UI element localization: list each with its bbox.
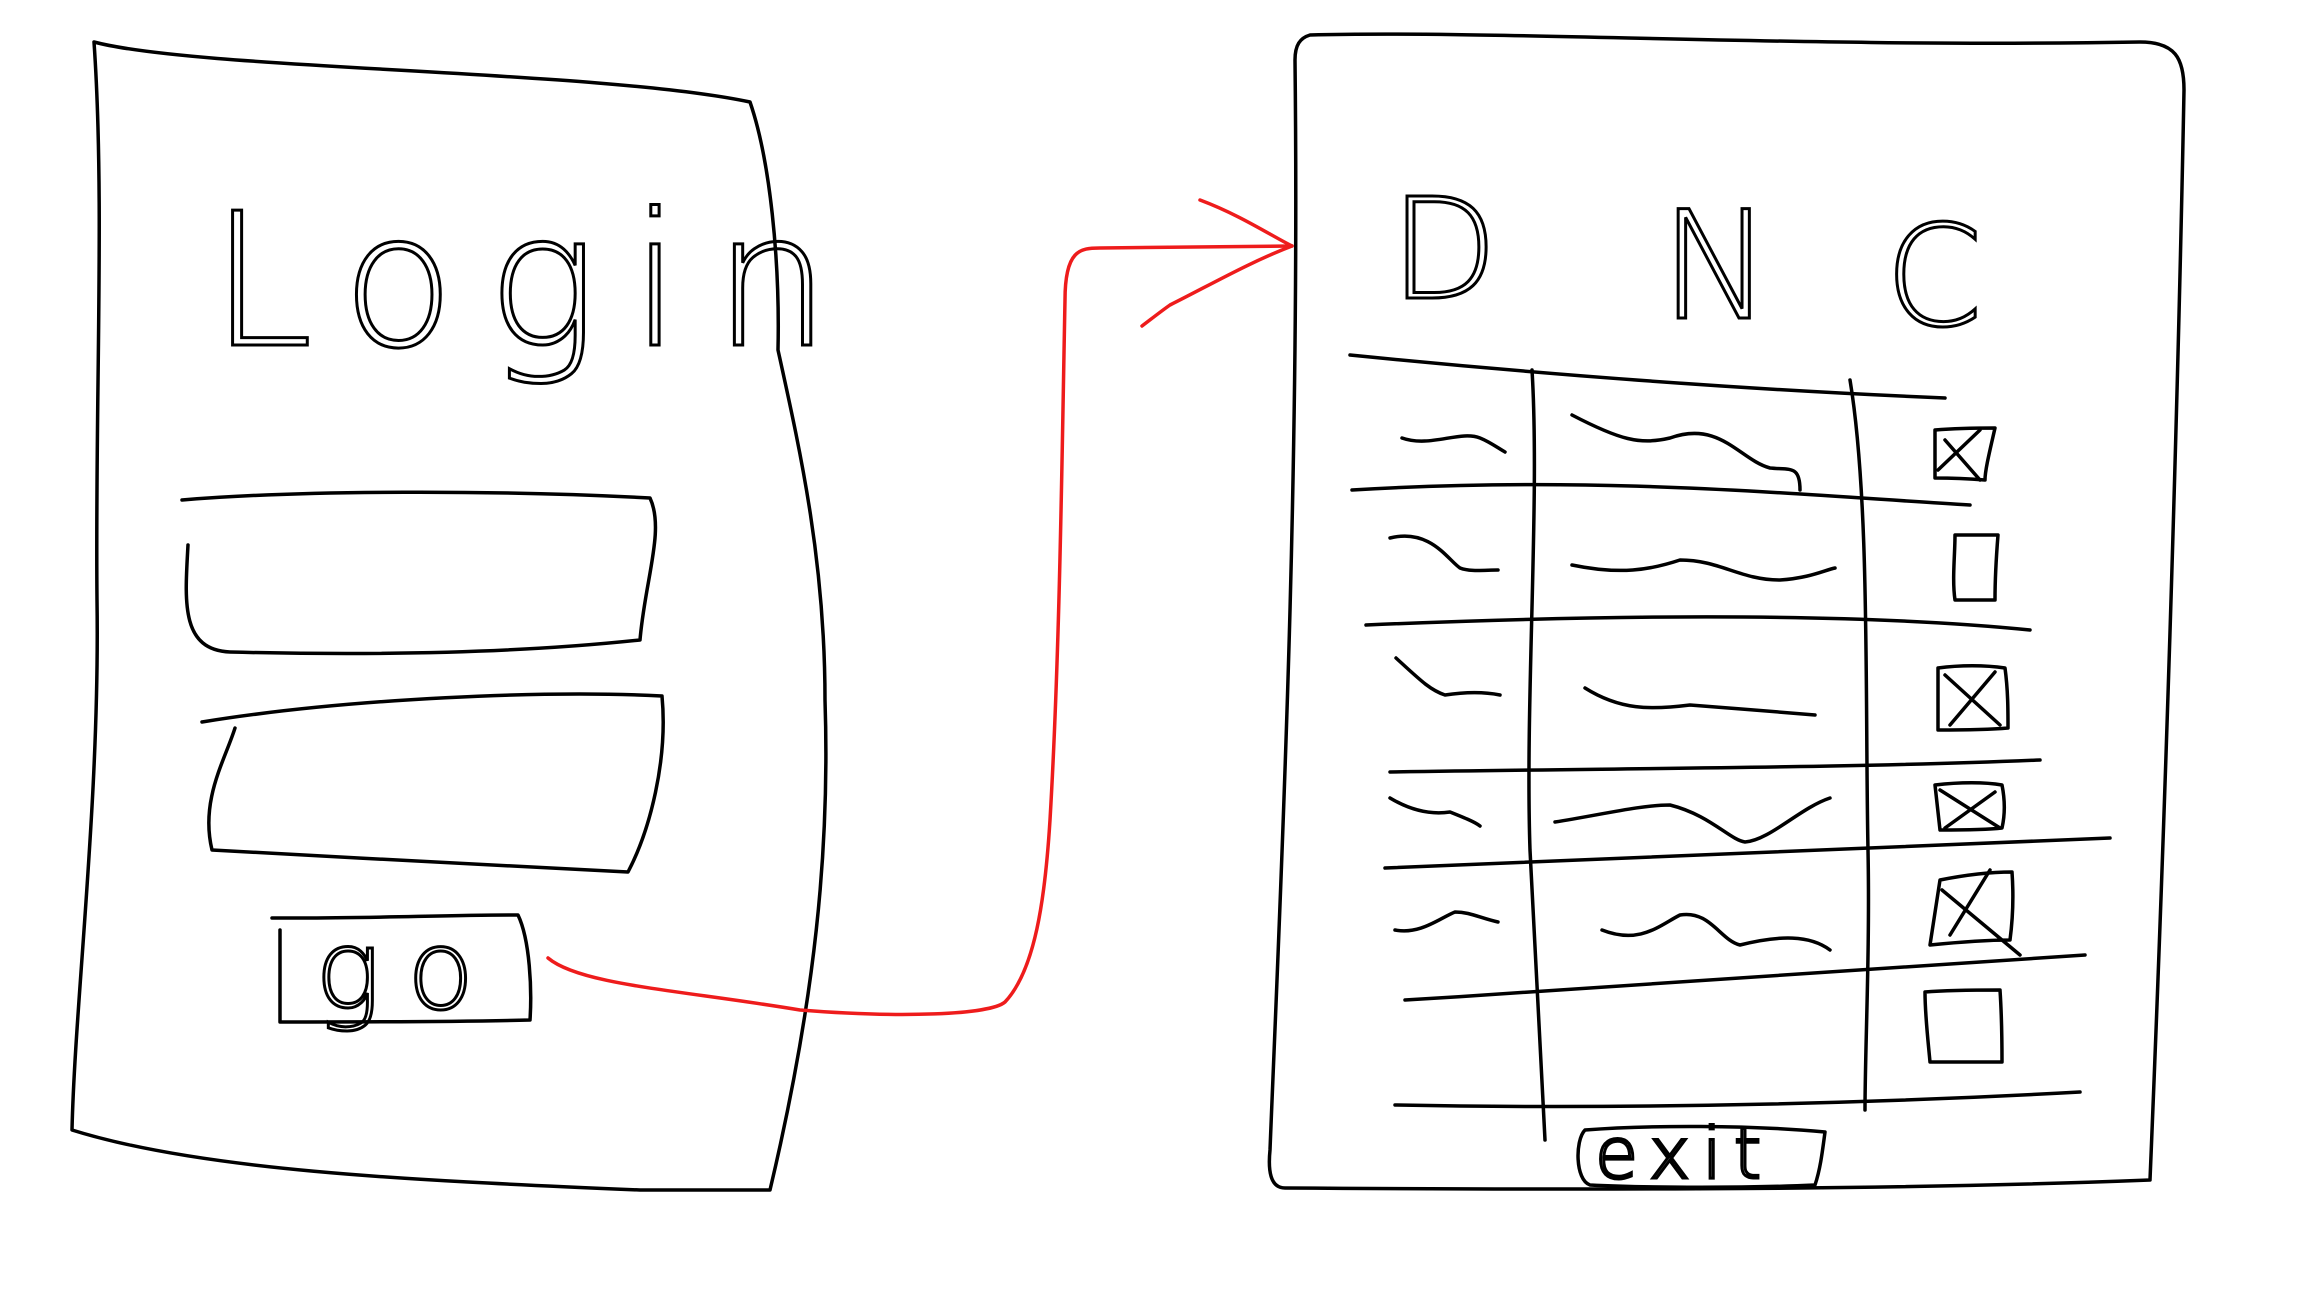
- go-button[interactable]: go: [272, 906, 531, 1034]
- row-checkbox-checked[interactable]: [1935, 783, 2004, 830]
- checkbox-check-mark: [1945, 672, 2000, 725]
- row-d-cell-scribble: [1395, 912, 1498, 931]
- column-headers: D N C: [1390, 169, 1983, 359]
- table-rows: [1390, 415, 1835, 950]
- table-row: [1402, 415, 1800, 490]
- row-checkbox-checked[interactable]: [1935, 428, 1995, 480]
- go-button-label: go: [315, 906, 500, 1034]
- checkbox-box[interactable]: [1930, 872, 2013, 945]
- list-screen: D N C: [1269, 34, 2184, 1195]
- username-input[interactable]: [182, 492, 655, 653]
- row-checkbox-unchecked[interactable]: [1925, 990, 2002, 1062]
- exit-button-label: exit: [1595, 1113, 1773, 1195]
- row-checkbox-checked[interactable]: [1930, 870, 2020, 955]
- table-row: [1390, 536, 1835, 580]
- table-row: [1395, 912, 1830, 950]
- table-row-divider: [1405, 955, 2085, 1000]
- table-row-divider: [1352, 485, 1970, 505]
- checkbox-box[interactable]: [1954, 535, 1998, 600]
- row-n-cell-scribble: [1602, 914, 1830, 950]
- table-column-divider: [1850, 380, 1868, 1110]
- checkbox-box[interactable]: [1935, 428, 1995, 480]
- table-grid: [1350, 355, 2110, 1140]
- column-header-d: D: [1390, 169, 1498, 332]
- checkbox-box[interactable]: [1925, 990, 2002, 1062]
- table-row-divider: [1390, 760, 2040, 772]
- table-row-divider: [1395, 1092, 2080, 1107]
- table-row: [1390, 798, 1830, 842]
- column-header-n: N: [1660, 180, 1772, 354]
- table-row: [1396, 658, 1815, 715]
- table-header-divider: [1350, 355, 1945, 398]
- arrow-head: [1142, 200, 1292, 326]
- row-n-cell-scribble: [1572, 560, 1835, 580]
- exit-button[interactable]: exit: [1578, 1113, 1825, 1195]
- row-n-cell-scribble: [1572, 415, 1800, 490]
- table-row-divider: [1366, 617, 2030, 630]
- checkbox-check-mark: [1940, 790, 2000, 828]
- row-d-cell-scribble: [1396, 658, 1500, 695]
- password-input[interactable]: [202, 694, 663, 872]
- row-n-cell-scribble: [1585, 688, 1815, 715]
- row-d-cell-scribble: [1390, 798, 1480, 826]
- row-d-cell-scribble: [1402, 436, 1505, 452]
- checkbox-check-mark: [1938, 430, 1980, 480]
- login-title: Login: [210, 173, 863, 389]
- row-checkbox-unchecked[interactable]: [1954, 535, 1998, 600]
- login-screen: Login go: [72, 42, 863, 1190]
- row-n-cell-scribble: [1555, 798, 1830, 842]
- row-checkbox-checked[interactable]: [1938, 666, 2008, 730]
- row-d-cell-scribble: [1390, 536, 1498, 570]
- row-checkboxes: [1925, 428, 2020, 1062]
- column-header-c: C: [1885, 196, 1983, 359]
